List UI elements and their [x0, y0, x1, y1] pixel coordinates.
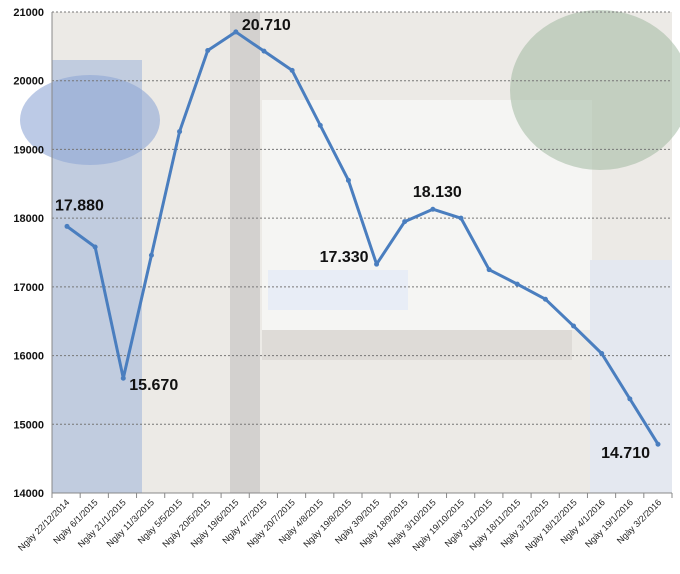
data-point	[177, 129, 183, 135]
data-point	[655, 441, 661, 447]
data-label: 15.670	[129, 377, 178, 394]
data-point	[571, 323, 577, 329]
data-point	[205, 47, 211, 53]
data-point	[542, 296, 548, 302]
data-point	[599, 351, 605, 357]
data-label: 17.330	[320, 249, 369, 266]
data-label: 20.710	[242, 17, 291, 34]
price-line	[66, 30, 660, 446]
data-point	[148, 252, 154, 258]
y-tick-label: 19000	[13, 144, 44, 156]
data-label: 17.880	[55, 197, 104, 214]
x-tick-label: Ngày 18/11/2015	[467, 497, 522, 552]
y-tick-label: 21000	[13, 7, 44, 19]
y-axis: 14000 15000 16000 17000 18000 19000 20000 21000	[13, 7, 53, 500]
data-point	[120, 375, 126, 381]
y-tick-label: 16000	[13, 351, 44, 363]
data-label: 18.130	[413, 184, 462, 201]
y-tick-label: 17000	[13, 282, 44, 294]
data-point	[374, 261, 380, 267]
y-tick-label: 18000	[13, 213, 44, 225]
data-point	[233, 29, 239, 35]
x-tick-label: Ngày 22/12/2014	[16, 497, 72, 553]
data-point	[402, 219, 408, 225]
x-tick-label: Ngày 18/12/2015	[523, 497, 579, 553]
background-photo	[20, 10, 680, 493]
data-point	[92, 244, 98, 250]
y-tick-label: 14000	[13, 488, 44, 500]
data-point	[514, 281, 520, 287]
data-point	[627, 396, 633, 402]
y-tick-label: 20000	[13, 76, 44, 88]
data-point	[458, 215, 464, 221]
data-point	[486, 267, 492, 273]
data-label: 14.710	[601, 445, 650, 462]
data-point	[261, 48, 267, 54]
data-point	[289, 67, 295, 73]
series-line	[64, 29, 661, 447]
x-tick-label: Ngày 19/10/2015	[410, 497, 466, 553]
data-point	[430, 206, 436, 212]
data-point	[64, 223, 70, 229]
y-tick-label: 15000	[13, 419, 44, 431]
data-labels: 17.880 15.670 20.710 17.330 18.130 14.710	[55, 17, 650, 462]
data-point	[317, 122, 323, 128]
data-point	[345, 177, 351, 183]
